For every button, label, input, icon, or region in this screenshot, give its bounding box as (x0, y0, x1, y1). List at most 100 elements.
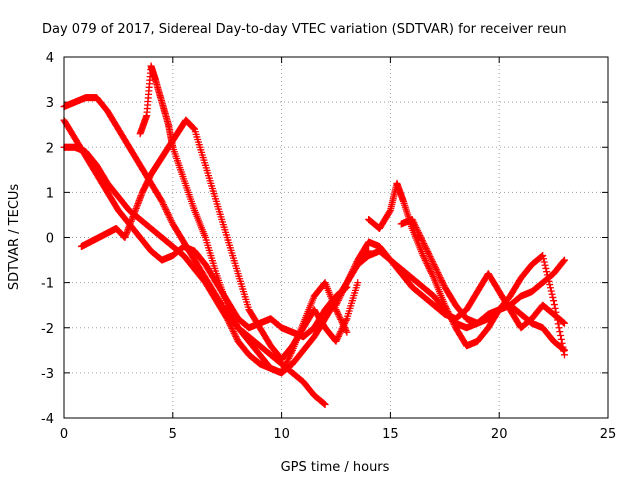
point-track-i (417, 235, 425, 243)
point-track-a (163, 207, 171, 215)
point-track-i (553, 316, 561, 324)
point-track-i (560, 351, 568, 359)
point-track-d (335, 331, 343, 339)
point-track-e (334, 311, 342, 319)
point-track-i (550, 297, 558, 305)
point-track-e (281, 362, 289, 370)
point-track-g (425, 264, 433, 272)
point-track-i (413, 225, 421, 233)
point-track-i (409, 217, 417, 225)
data-points (60, 62, 568, 408)
point-track-i (439, 280, 447, 288)
point-track-e (226, 306, 234, 314)
point-track-i (410, 220, 418, 228)
point-track-e (228, 311, 236, 319)
point-track-g (429, 273, 437, 281)
point-track-i (539, 252, 547, 260)
point-track-c (225, 318, 233, 326)
point-track-a (164, 210, 172, 218)
point-track-i (432, 265, 440, 273)
point-track-g (421, 256, 429, 264)
point-track-i (425, 251, 433, 259)
point-track-f (346, 272, 354, 280)
point-track-h (560, 319, 568, 327)
point-track-i (556, 328, 564, 336)
point-track-a (166, 215, 174, 223)
point-track-i (418, 236, 426, 244)
point-track-a (166, 214, 174, 222)
point-track-g (419, 252, 427, 260)
point-track-f (347, 271, 355, 279)
point-track-e (334, 309, 342, 317)
y-tick-label-2: 2 (46, 141, 54, 156)
point-track-i (423, 246, 431, 254)
point-track-f (341, 282, 349, 290)
point-track-e (281, 361, 289, 369)
x-tick-label-20: 20 (491, 427, 508, 442)
point-track-e (278, 369, 286, 377)
point-track-i (545, 277, 553, 285)
point-track-i (435, 272, 443, 280)
point-track-d (337, 328, 345, 336)
point-track-i (544, 274, 552, 282)
point-track-e (287, 350, 295, 358)
point-track-f (332, 301, 340, 309)
point-track-i (552, 308, 560, 316)
y-tick-label-3: 3 (46, 96, 54, 111)
point-track-i (549, 293, 557, 301)
point-track-e (231, 317, 239, 325)
point-track-e (286, 351, 294, 359)
point-track-i (431, 262, 439, 270)
point-track-a (167, 217, 175, 225)
point-track-i (412, 224, 420, 232)
y-tick-label--2: -2 (41, 322, 54, 337)
point-track-c (229, 326, 237, 334)
point-track-f (334, 296, 342, 304)
point-track-e (284, 356, 292, 364)
point-track-i (543, 268, 551, 276)
point-track-i (438, 278, 446, 286)
point-track-g (427, 268, 435, 276)
point-track-c (232, 332, 240, 340)
point-track-i (416, 232, 424, 240)
point-track-i (422, 244, 430, 252)
point-track-i (435, 270, 443, 278)
point-track-d (354, 279, 362, 287)
point-track-i (421, 243, 429, 251)
point-track-f (349, 266, 357, 274)
point-track-f (348, 267, 356, 275)
point-track-f (342, 280, 350, 288)
point-track-e (338, 319, 346, 327)
point-track-i (420, 240, 428, 248)
point-track-g (420, 253, 428, 261)
point-track-i (424, 249, 432, 257)
point-track-g (442, 304, 450, 312)
point-track-i (414, 228, 422, 236)
point-track-i (540, 258, 548, 266)
point-track-e (233, 321, 241, 329)
point-track-i (551, 304, 559, 312)
point-track-f (339, 287, 347, 295)
point-track-f (340, 285, 348, 293)
x-tick-label-25: 25 (600, 427, 617, 442)
x-tick-label-5: 5 (169, 427, 177, 442)
point-track-i (426, 253, 434, 261)
point-track-f (334, 298, 342, 306)
point-track-a (160, 202, 168, 210)
point-track-i (408, 215, 416, 223)
tick-labels: 0 5 10 15 20 25 -4 -3 -2 -1 0 1 2 3 4 (41, 51, 616, 442)
point-track-c (226, 321, 234, 329)
point-track-i (428, 256, 436, 264)
point-track-i (558, 339, 566, 347)
point-track-i (433, 267, 441, 275)
y-tick-label-4: 4 (46, 51, 54, 66)
point-track-i (550, 301, 558, 309)
point-track-a (159, 199, 167, 207)
point-track-d (333, 336, 341, 344)
point-track-e (343, 328, 351, 336)
x-tick-label-0: 0 (60, 427, 68, 442)
point-track-i (557, 335, 565, 343)
point-track-g (428, 271, 436, 279)
point-track-g (426, 266, 434, 274)
